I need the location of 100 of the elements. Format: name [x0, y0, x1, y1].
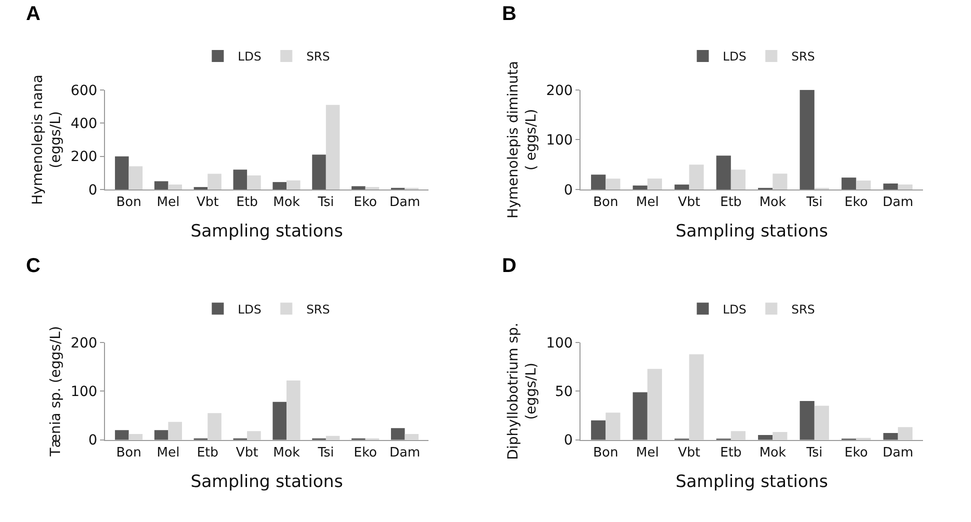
y-tick-label: 50	[554, 384, 573, 400]
x-tick-label: Tsi	[805, 195, 823, 210]
y-tick-label: 0	[88, 432, 98, 449]
y-axis-title: Diphyllobotrium sp. (eggs/L)	[505, 322, 540, 460]
bar	[842, 178, 856, 190]
legend-label: SRS	[306, 50, 330, 64]
bar	[716, 156, 731, 190]
y-tick-label: 200	[70, 149, 98, 166]
x-tick-label: Dam	[389, 195, 420, 210]
x-tick-label: Mel	[156, 195, 180, 210]
bar	[326, 104, 340, 190]
bar	[898, 427, 913, 440]
y-tick-label: 100	[70, 384, 98, 400]
x-tick-label: Eko	[354, 195, 378, 210]
bar	[689, 164, 704, 190]
bar	[114, 430, 129, 440]
y-tick-label: 600	[70, 82, 98, 99]
x-tick-label: Tsi	[805, 445, 823, 460]
x-tick-label: Mel	[156, 445, 180, 460]
bar	[208, 413, 222, 440]
chart-title: A	[26, 3, 40, 25]
x-tick-label: Mok	[273, 195, 300, 210]
legend-label: LDS	[238, 302, 262, 316]
y-axis-title: Tænia sp. (eggs/L)	[48, 326, 64, 458]
x-axis-title: Sampling stations	[676, 222, 828, 242]
bar	[730, 170, 746, 190]
bar	[758, 434, 773, 440]
bar	[312, 154, 326, 190]
bar	[730, 431, 746, 440]
legend-label: LDS	[238, 50, 262, 64]
y-tick-label: 200	[546, 82, 573, 99]
x-tick-label: Bon	[593, 195, 618, 210]
bar	[286, 180, 300, 190]
bar	[272, 402, 286, 440]
x-tick-label: Vbt	[236, 445, 258, 460]
x-axis-title: Sampling stations	[676, 472, 828, 492]
bar	[404, 434, 419, 440]
x-tick-label: Tsi	[316, 195, 334, 210]
chart-title: B	[502, 3, 516, 25]
x-tick-label: Etb	[720, 195, 742, 210]
legend-label: SRS	[791, 50, 815, 64]
bar	[800, 90, 814, 190]
x-tick-label: Mel	[636, 195, 659, 210]
y-tick-label: 200	[70, 336, 98, 352]
bar	[606, 178, 620, 190]
bar	[286, 380, 300, 440]
bar	[856, 180, 871, 190]
y-tick-label: 0	[564, 432, 573, 449]
x-tick-label: Mel	[636, 445, 659, 460]
bar	[674, 184, 690, 190]
y-tick-label: 100	[546, 132, 573, 149]
bar	[772, 432, 788, 440]
x-tick-label: Mok	[759, 195, 786, 210]
x-tick-label: Bon	[116, 195, 142, 210]
bar	[233, 170, 248, 190]
y-tick-label: 0	[564, 182, 573, 198]
bar	[114, 156, 129, 190]
legend-label: SRS	[791, 302, 815, 316]
x-tick-label: Eko	[354, 445, 378, 460]
bar	[194, 187, 208, 190]
bar	[365, 187, 380, 190]
legend-label: SRS	[306, 302, 330, 316]
bar	[632, 186, 648, 190]
bar	[606, 412, 620, 440]
bar	[772, 174, 788, 190]
y-axis-title: Hymenolepis diminuta ( eggs/L)	[505, 60, 540, 219]
y-axis-title: Hymenolepis nana (eggs/L)	[30, 74, 64, 205]
x-tick-label: Etb	[720, 445, 742, 460]
chart-title: D	[502, 255, 516, 277]
x-tick-label: Etb	[196, 445, 218, 460]
bar	[168, 184, 182, 190]
legend-label: LDS	[722, 50, 746, 64]
x-tick-label: Etb	[236, 195, 258, 210]
x-axis-title: Sampling stations	[190, 472, 344, 492]
bar	[689, 354, 704, 440]
bar	[247, 175, 261, 190]
bar	[208, 174, 222, 190]
y-tick-label: 100	[546, 336, 573, 352]
chart-title: C	[26, 255, 40, 277]
x-tick-label: Dam	[882, 195, 914, 210]
bar	[632, 392, 648, 440]
bar	[154, 430, 168, 440]
bar	[154, 181, 168, 190]
x-tick-label: Vbt	[678, 445, 700, 460]
x-tick-label: Tsi	[316, 445, 334, 460]
bar	[591, 174, 606, 190]
y-tick-label: 0	[88, 182, 98, 198]
bar	[898, 184, 913, 190]
bar	[168, 422, 182, 440]
y-tick-label: 400	[70, 116, 98, 132]
bar	[647, 178, 662, 190]
legend-label: LDS	[722, 302, 746, 316]
bar	[814, 406, 830, 440]
x-tick-label: Mok	[273, 445, 300, 460]
bar	[390, 428, 405, 440]
x-tick-label: Mok	[759, 445, 786, 460]
bar	[800, 400, 814, 440]
bar	[128, 434, 143, 440]
bar	[647, 368, 662, 440]
bar	[247, 431, 261, 440]
